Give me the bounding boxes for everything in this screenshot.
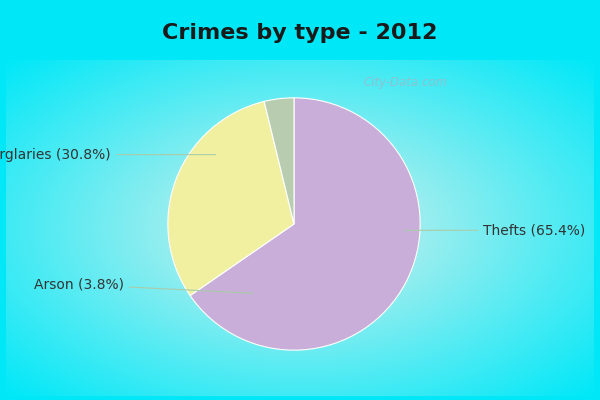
Text: Thefts (65.4%): Thefts (65.4%)	[404, 223, 586, 237]
Text: Crimes by type - 2012: Crimes by type - 2012	[163, 23, 437, 43]
Wedge shape	[168, 102, 294, 296]
Text: Burglaries (30.8%): Burglaries (30.8%)	[0, 148, 215, 162]
Text: Arson (3.8%): Arson (3.8%)	[34, 278, 253, 293]
Wedge shape	[190, 98, 420, 350]
Text: City-Data.com: City-Data.com	[363, 76, 448, 90]
Wedge shape	[264, 98, 294, 224]
